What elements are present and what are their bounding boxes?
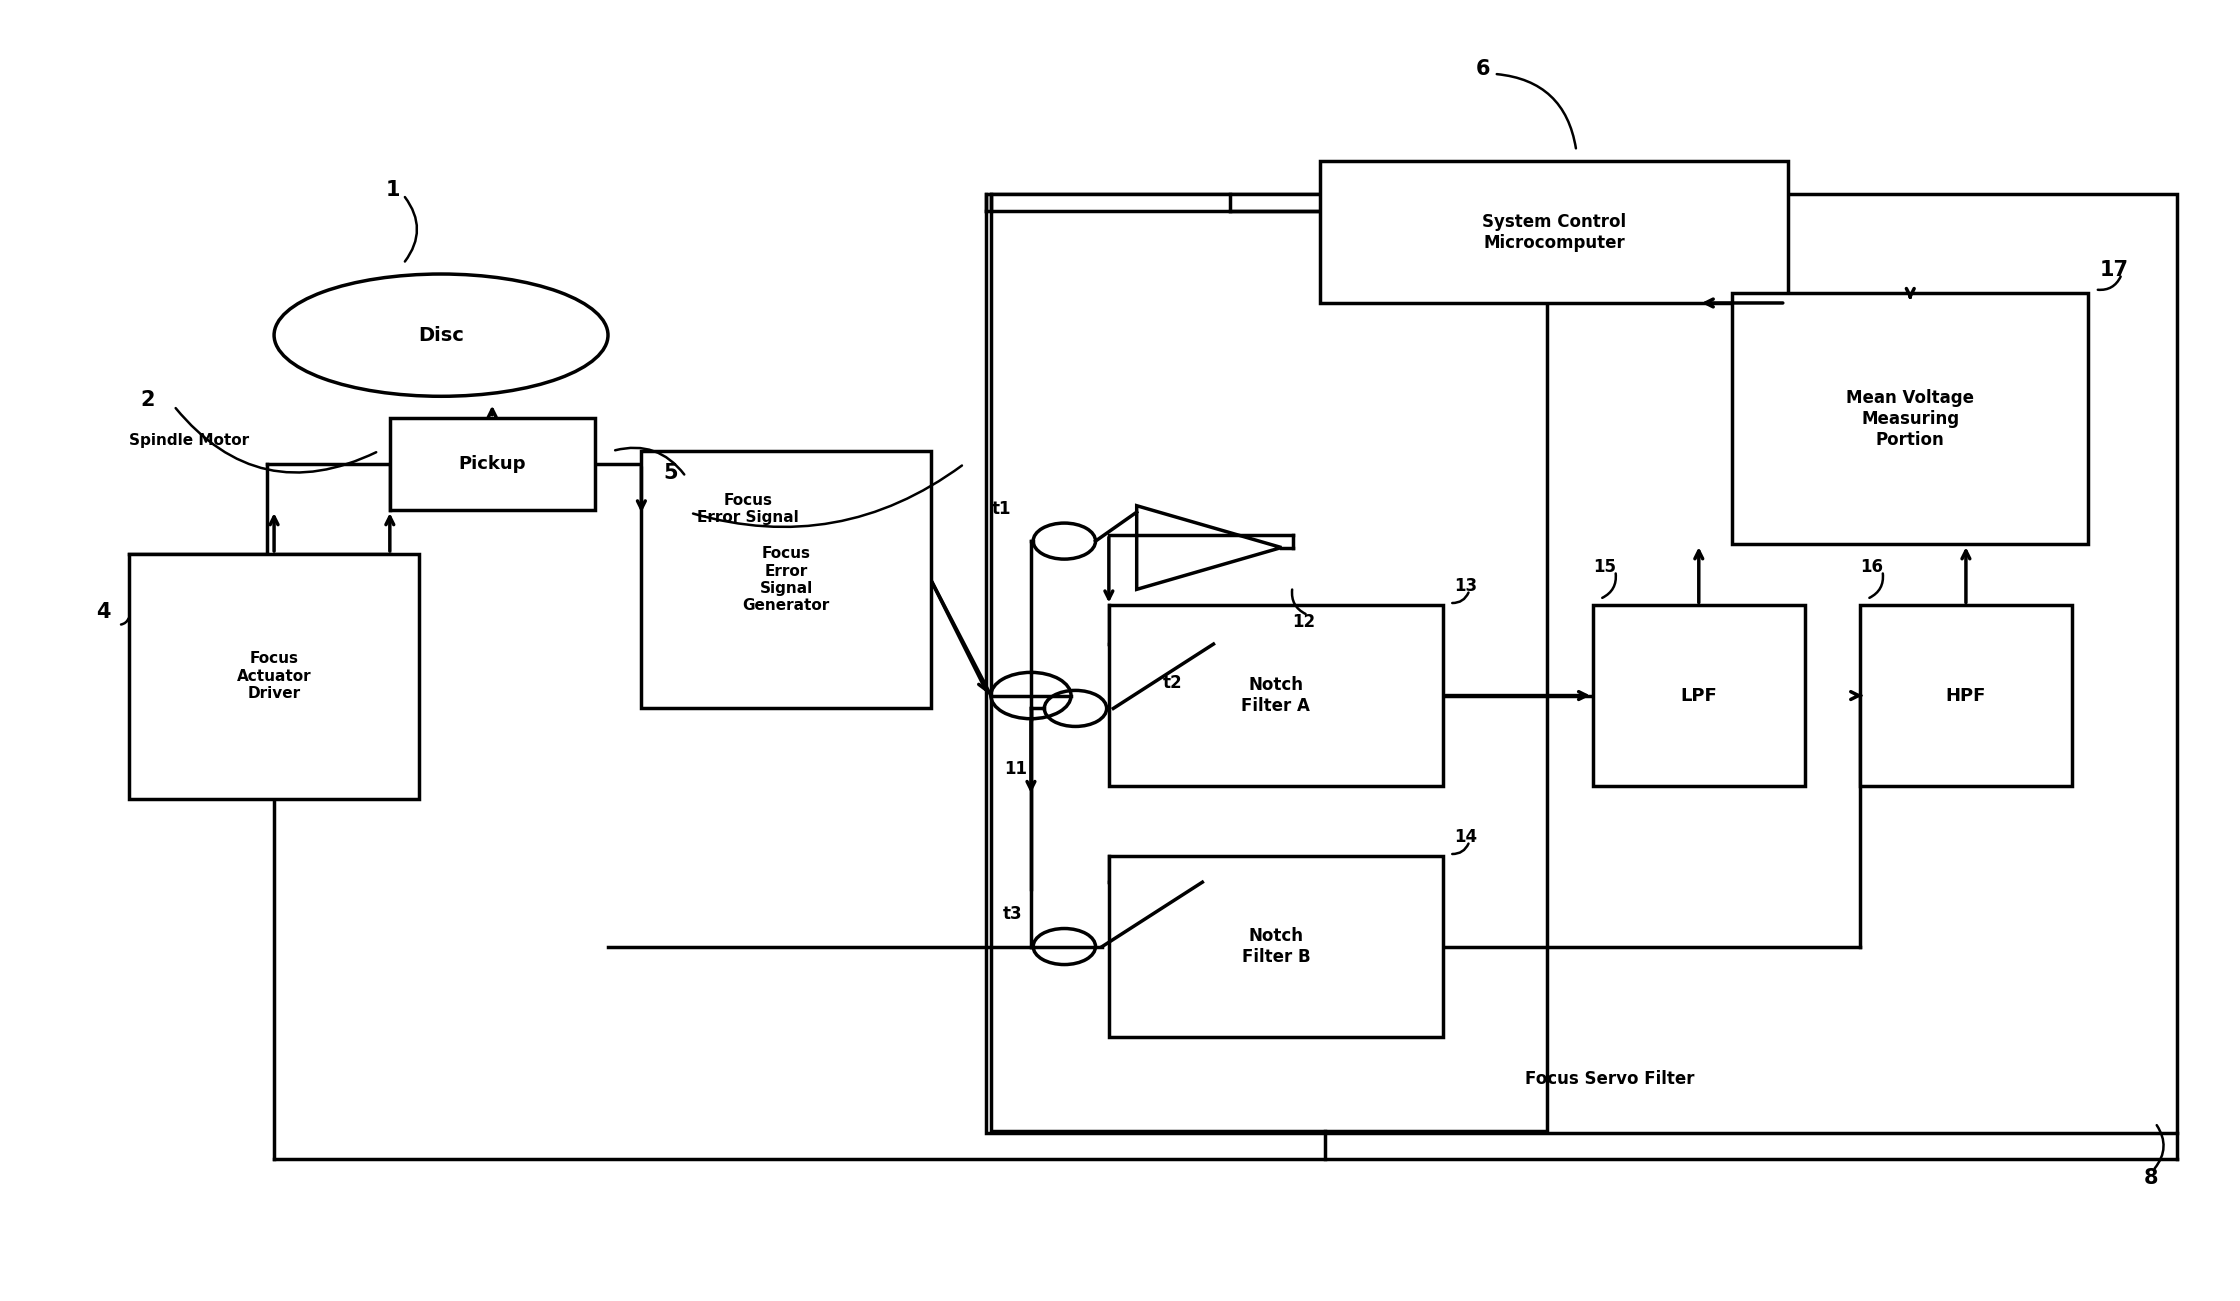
Text: HPF: HPF — [1947, 687, 1987, 705]
Text: t1: t1 — [992, 500, 1010, 518]
Text: Focus
Actuator
Driver: Focus Actuator Driver — [237, 652, 311, 701]
Text: Notch
Filter B: Notch Filter B — [1241, 928, 1310, 965]
Text: 16: 16 — [1859, 558, 1884, 576]
FancyBboxPatch shape — [130, 554, 419, 799]
Text: 13: 13 — [1454, 578, 1476, 595]
Text: 12: 12 — [1292, 613, 1315, 631]
Text: Pickup: Pickup — [459, 455, 526, 472]
Text: Notch
Filter A: Notch Filter A — [1241, 677, 1310, 716]
Text: 8: 8 — [2144, 1168, 2159, 1188]
Text: Focus Servo Filter: Focus Servo Filter — [1525, 1071, 1693, 1088]
Text: LPF: LPF — [1680, 687, 1718, 705]
Text: 6: 6 — [1476, 59, 1490, 79]
Text: 2: 2 — [141, 389, 155, 410]
FancyBboxPatch shape — [1109, 605, 1443, 786]
Text: Focus
Error Signal: Focus Error Signal — [697, 493, 800, 526]
FancyBboxPatch shape — [986, 194, 2177, 1133]
Ellipse shape — [273, 275, 607, 397]
Text: t3: t3 — [1004, 905, 1021, 924]
Text: System Control
Microcomputer: System Control Microcomputer — [1483, 213, 1626, 251]
Text: Focus
Error
Signal
Generator: Focus Error Signal Generator — [741, 546, 829, 613]
FancyBboxPatch shape — [1732, 293, 2088, 544]
FancyBboxPatch shape — [641, 451, 932, 709]
Text: 14: 14 — [1454, 829, 1476, 846]
Text: 15: 15 — [1593, 558, 1615, 576]
Text: 5: 5 — [663, 463, 679, 483]
Text: 11: 11 — [1004, 760, 1026, 778]
Text: 17: 17 — [2099, 260, 2128, 280]
FancyBboxPatch shape — [1859, 605, 2072, 786]
FancyBboxPatch shape — [990, 194, 1548, 1131]
FancyBboxPatch shape — [1319, 161, 1788, 303]
Text: t2: t2 — [1163, 674, 1183, 692]
Text: 4: 4 — [96, 602, 110, 622]
FancyBboxPatch shape — [390, 418, 594, 510]
Text: Disc: Disc — [419, 325, 464, 345]
Text: Mean Voltage
Measuring
Portion: Mean Voltage Measuring Portion — [1846, 389, 1973, 449]
FancyBboxPatch shape — [1109, 856, 1443, 1037]
Text: Spindle Motor: Spindle Motor — [130, 433, 249, 449]
FancyBboxPatch shape — [1593, 605, 1805, 786]
Text: 1: 1 — [385, 180, 401, 200]
